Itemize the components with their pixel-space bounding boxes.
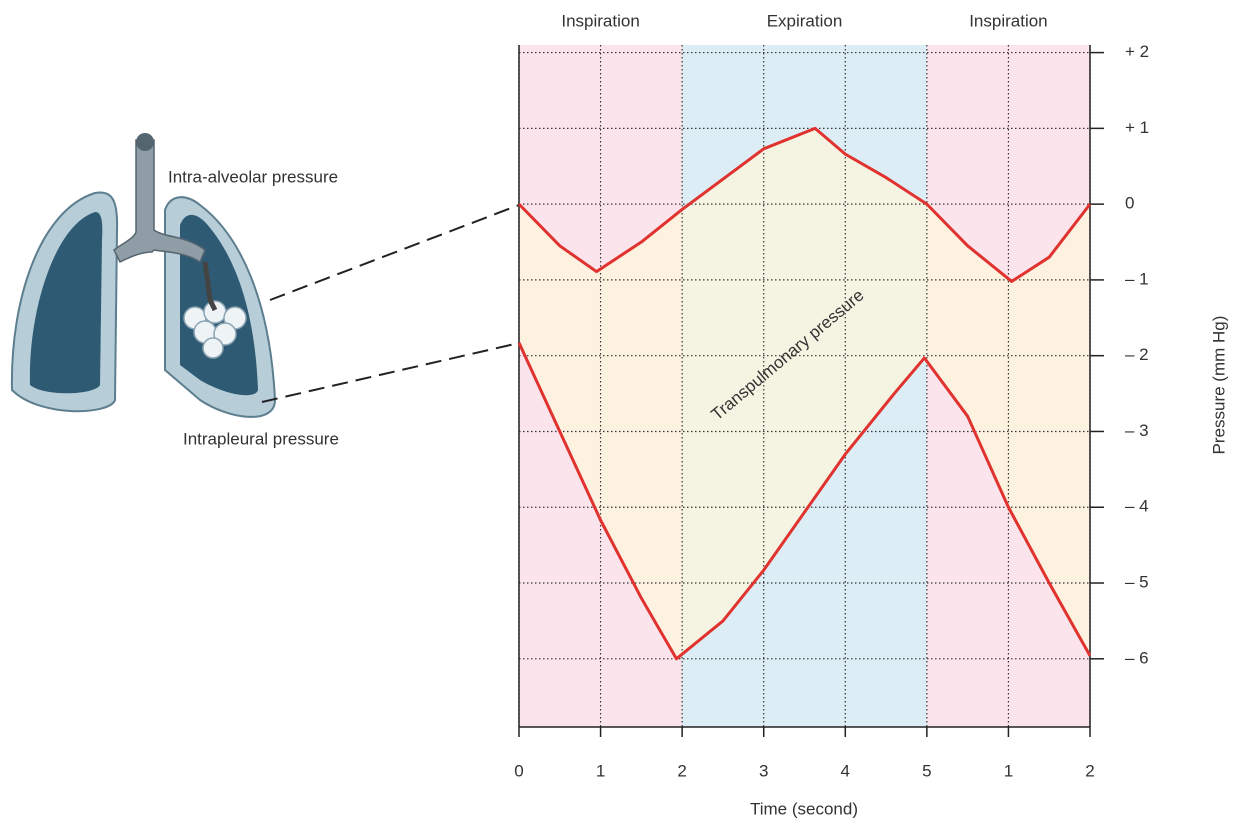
x-tick-label: 1 xyxy=(596,761,605,780)
y-tick-label: – 2 xyxy=(1125,345,1149,364)
y-tick-label: – 4 xyxy=(1125,497,1149,516)
phase-label: Expiration xyxy=(767,11,843,30)
x-tick-label: 2 xyxy=(677,761,686,780)
annotation: Intrapleural pressure xyxy=(183,429,339,448)
alveoli xyxy=(183,300,247,359)
plot-background xyxy=(518,45,1091,727)
y-tick-label: – 5 xyxy=(1125,573,1149,592)
bronchiole xyxy=(202,261,218,312)
x-tick-label: 0 xyxy=(514,761,523,780)
trachea-opening xyxy=(136,133,154,151)
y-tick-label: + 1 xyxy=(1125,118,1149,137)
annotation: Intra-alveolar pressure xyxy=(168,167,338,186)
x-tick-label: 2 xyxy=(1085,761,1094,780)
left-lung-inner xyxy=(29,212,103,394)
data-line xyxy=(517,342,1092,661)
y-tick-label: + 2 xyxy=(1125,42,1149,61)
y-tick-label: – 1 xyxy=(1125,269,1149,288)
x-tick-label: 1 xyxy=(1004,761,1013,780)
leader-line xyxy=(269,204,520,301)
x-tick-label: 4 xyxy=(841,761,850,780)
y-tick-label: – 3 xyxy=(1125,421,1149,440)
y-axis-label: Pressure (mm Hg) xyxy=(1209,316,1228,455)
lung-illustration xyxy=(10,133,277,418)
leader-line xyxy=(261,342,520,403)
x-tick-label: 5 xyxy=(922,761,931,780)
data-line xyxy=(517,126,1092,283)
y-tick-label: – 6 xyxy=(1125,648,1149,667)
x-tick-label: 3 xyxy=(759,761,768,780)
phase-label: Inspiration xyxy=(969,11,1047,30)
phase-label: Inspiration xyxy=(561,11,639,30)
trachea xyxy=(113,139,206,264)
y-tick-label: 0 xyxy=(1125,194,1134,213)
x-axis-label: Time (second) xyxy=(750,799,858,818)
transpulmonary-area xyxy=(519,128,1090,659)
